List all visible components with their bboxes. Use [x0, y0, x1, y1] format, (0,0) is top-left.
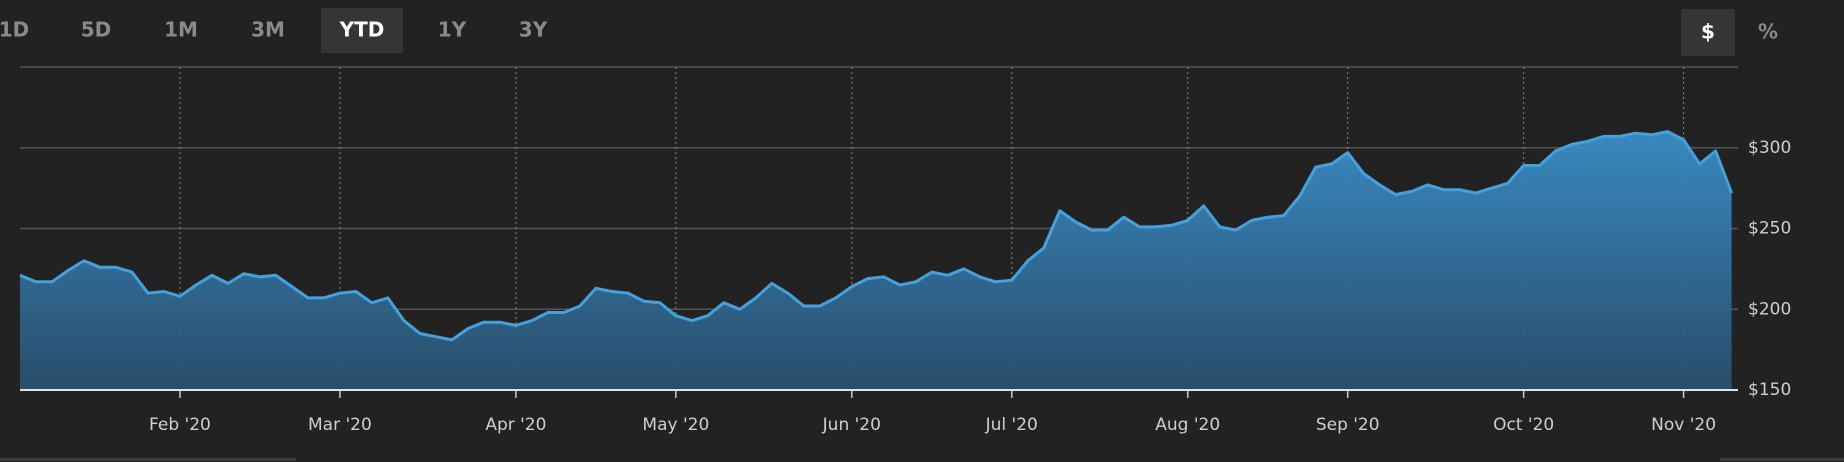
- toolbar: 1D 5D 1M 3M YTD 1Y 3Y $%: [0, 8, 1778, 56]
- area-fill: [20, 131, 1732, 390]
- x-tick-label: Feb '20: [149, 415, 211, 435]
- y-tick-label: $200: [1748, 299, 1791, 319]
- y-tick-label: $300: [1748, 138, 1791, 158]
- x-tick-label: Jul '20: [985, 415, 1038, 435]
- y-tick-label: $250: [1748, 219, 1791, 239]
- range-button[interactable]: 1Y: [438, 18, 467, 42]
- x-tick-label: Aug '20: [1155, 415, 1220, 435]
- unit-button[interactable]: %: [1758, 20, 1778, 44]
- x-tick-label: Mar '20: [308, 415, 372, 435]
- scrollbar: [0, 458, 296, 461]
- range-button[interactable]: 1D: [0, 18, 29, 42]
- x-tick-label: Nov '20: [1651, 415, 1716, 435]
- x-tick-label: Apr '20: [485, 415, 546, 435]
- x-tick-label: Oct '20: [1493, 415, 1554, 435]
- range-button[interactable]: YTD: [339, 18, 385, 42]
- range-button-bg: [321, 8, 403, 53]
- y-tick-label: $150: [1748, 380, 1791, 400]
- scrollbar: [1720, 458, 1844, 461]
- unit-button-bg: [1681, 9, 1735, 56]
- range-button[interactable]: 5D: [81, 18, 112, 42]
- range-button[interactable]: 3Y: [519, 18, 548, 42]
- x-tick-label: Sep '20: [1316, 415, 1380, 435]
- chart: $150 $200 $250 $300 Feb '20 Mar '20 Apr '20 May…: [19, 66, 1791, 435]
- x-tick-label: May '20: [642, 415, 709, 435]
- range-button[interactable]: 1M: [164, 18, 198, 42]
- price-line: [19, 130, 1734, 342]
- range-button[interactable]: 3M: [251, 18, 285, 42]
- unit-button[interactable]: $: [1701, 20, 1715, 44]
- x-tick-label: Jun '20: [822, 415, 881, 435]
